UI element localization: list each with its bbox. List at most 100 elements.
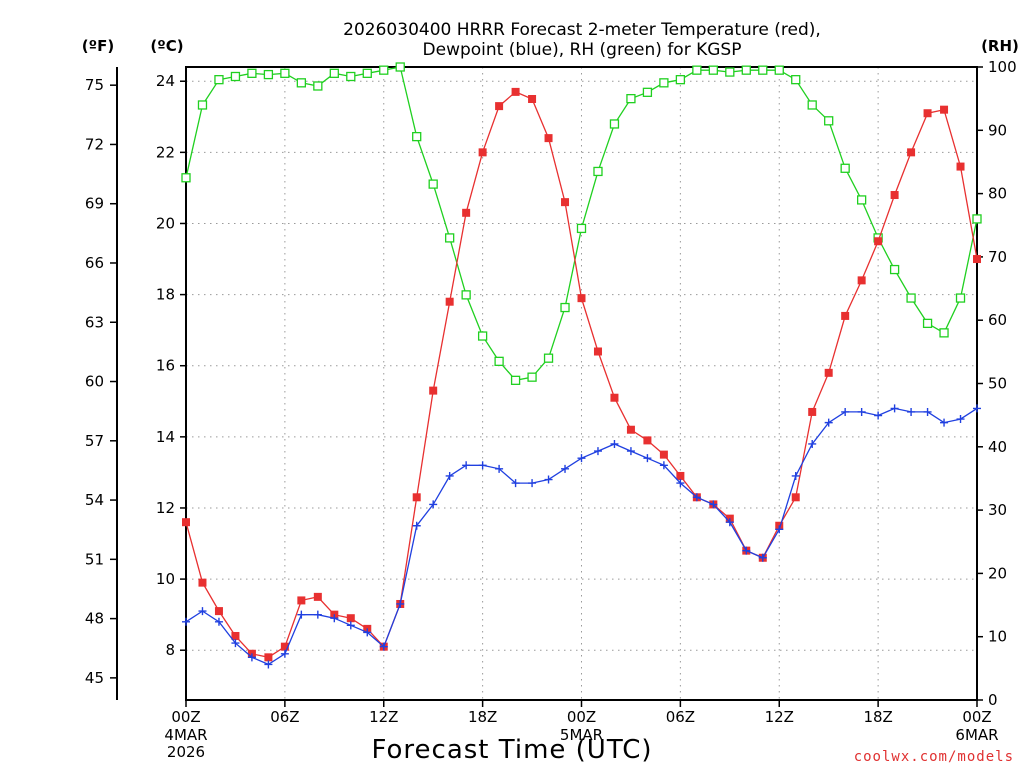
dewpoint-point (692, 493, 701, 502)
rh-point (412, 131, 422, 142)
dewpoint-point (495, 464, 504, 473)
rh-point (593, 166, 603, 177)
rh-point (774, 65, 784, 75)
x-tick-label: 00Z (962, 708, 991, 726)
temperature-point (610, 393, 619, 402)
dewpoint-point (462, 461, 471, 470)
fahrenheit-tick-label: 51 (85, 550, 104, 568)
plot-frame (185, 66, 978, 701)
temperature-point (973, 255, 981, 264)
rh-point (824, 116, 834, 126)
dewpoint-point (445, 471, 454, 480)
dewpoint-point (907, 407, 916, 416)
dewpoint-point (742, 546, 751, 555)
rh-tick-label: 30 (988, 501, 1007, 519)
temperature-series (182, 87, 981, 662)
dewpoint-point (264, 660, 273, 669)
dewpoint-point (577, 454, 586, 463)
dewpoint-point (412, 521, 421, 530)
data-series (181, 62, 982, 669)
dewpoint-point (841, 407, 850, 416)
dewpoint-point (725, 518, 734, 527)
rh-point (346, 71, 356, 82)
rh-point (939, 328, 949, 338)
rh-point (692, 65, 702, 75)
rh-point (395, 62, 405, 72)
dewpoint-point (297, 610, 306, 619)
dewpoint-point (758, 553, 767, 562)
dewpoint-point (280, 649, 289, 658)
chart-title-line-2: Dewpoint (blue), RH (green) for KGSP (423, 40, 742, 60)
rh-tick-label: 20 (988, 564, 1007, 582)
celsius-tick-label: 12 (156, 499, 175, 517)
temperature-point (297, 596, 306, 605)
rh-tick-label: 10 (988, 628, 1007, 646)
temperature-point (495, 102, 504, 111)
rh-point (296, 78, 307, 88)
x-tick-label: 06Z (270, 708, 299, 726)
rh-point (840, 163, 850, 173)
rh-point (560, 302, 570, 313)
dewpoint-point (676, 479, 685, 488)
dewpoint-point (396, 599, 405, 608)
rh-point (313, 81, 323, 91)
dewpoint-point (198, 607, 207, 616)
rh-point (197, 100, 208, 110)
rh-tick-label: 0 (988, 691, 998, 709)
temperature-point (346, 614, 355, 623)
temperature-point (890, 191, 899, 200)
dewpoint-point (544, 475, 553, 484)
rh-point (379, 65, 389, 75)
dewpoint-point (214, 617, 223, 626)
temperature-point (841, 311, 850, 320)
rh-point (791, 75, 801, 85)
x-tick-label: 00Z (171, 708, 200, 726)
dewpoint-point (890, 404, 899, 413)
temperature-point (643, 436, 652, 445)
dewpoint-point (857, 407, 866, 416)
x-tick-date-label: 2026 (167, 743, 205, 761)
rh-point (906, 293, 916, 303)
temperature-point (857, 276, 866, 285)
rh-point (280, 68, 290, 78)
rh-point (461, 290, 471, 300)
temperature-point (676, 471, 685, 480)
fahrenheit-tick-label: 54 (85, 491, 104, 509)
rh-point (510, 375, 521, 385)
rh-point (477, 331, 488, 341)
temperature-point (577, 294, 586, 303)
rh-point (428, 179, 438, 189)
dewpoint-point (379, 642, 388, 651)
celsius-tick-label: 22 (156, 143, 175, 161)
temperature-point (907, 148, 916, 157)
fahrenheit-tick-label: 45 (85, 669, 104, 687)
rh-point (329, 68, 339, 78)
dewpoint-point (709, 500, 718, 509)
dewpoint-point (478, 461, 487, 470)
rh-point (642, 87, 653, 97)
dewpoint-point (659, 461, 668, 470)
fahrenheit-tick-label: 75 (85, 76, 104, 94)
dewpoint-point (313, 610, 322, 619)
rh-series (181, 62, 982, 385)
temperature-point (659, 450, 668, 459)
temperature-point (445, 297, 454, 306)
temperature-point (923, 109, 932, 118)
fahrenheit-tick-label: 48 (85, 610, 104, 628)
dewpoint-point (429, 500, 438, 509)
dewpoint-point (923, 407, 932, 416)
rh-point (214, 75, 224, 85)
dewpoint-point (182, 617, 190, 626)
fahrenheit-tick-label: 57 (85, 432, 104, 450)
temperature-point (214, 607, 223, 616)
rh-tick-label: 90 (988, 121, 1007, 139)
rh-point (856, 195, 867, 205)
temperature-point (528, 95, 537, 104)
rh-point (659, 78, 669, 88)
fahrenheit-tick-label: 66 (85, 254, 104, 272)
temperature-point (478, 148, 487, 157)
rh-point (922, 318, 933, 329)
dewpoint-point (824, 418, 833, 427)
temperature-point (808, 407, 817, 416)
